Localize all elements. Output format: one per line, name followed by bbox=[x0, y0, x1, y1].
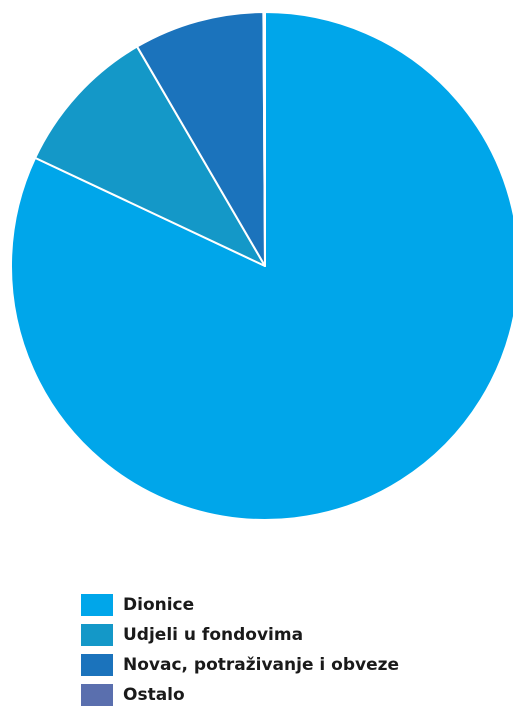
legend-label: Ostalo bbox=[123, 685, 185, 705]
legend-label: Udjeli u fondovima bbox=[123, 625, 304, 645]
legend-swatch bbox=[81, 624, 113, 646]
legend-item-ostalo[interactable]: Ostalo bbox=[81, 684, 399, 706]
legend-label: Dionice bbox=[123, 595, 195, 615]
legend-swatch bbox=[81, 684, 113, 706]
legend-label: Novac, potraživanje i obveze bbox=[123, 655, 400, 675]
legend-item-udjeli-u-fondovima[interactable]: Udjeli u fondovima bbox=[81, 624, 399, 646]
pie-slices bbox=[10, 11, 513, 521]
pie-slice-ostalo[interactable] bbox=[262, 11, 266, 267]
legend-item-dionice[interactable]: Dionice bbox=[81, 594, 399, 616]
legend-swatch bbox=[81, 654, 113, 676]
chart-legend: Dionice Udjeli u fondovima Novac, potraživ… bbox=[81, 594, 399, 714]
pie-slice-udjeli-u-fondovima[interactable] bbox=[34, 45, 266, 267]
legend-swatch bbox=[81, 594, 113, 616]
pie-slice-novac-potrazivanje-i-obveze[interactable] bbox=[136, 11, 266, 267]
pie-chart bbox=[10, 11, 513, 521]
pie-slice-dionice[interactable] bbox=[10, 11, 513, 521]
legend-item-novac-potrazivanje-i-obveze[interactable]: Novac, potraživanje i obveze bbox=[81, 654, 399, 676]
